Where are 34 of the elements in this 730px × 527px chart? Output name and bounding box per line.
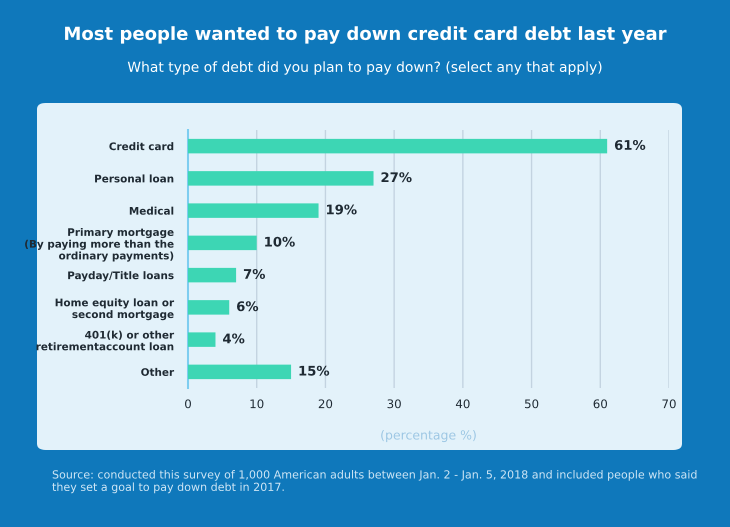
- data-label: 61%: [614, 140, 646, 150]
- y-tick-label: Personal loan: [95, 174, 174, 182]
- chart-subtitle: What type of debt did you plan to pay down? (select any that apply): [128, 61, 602, 75]
- bar: [188, 236, 257, 250]
- y-tick-label: Payday/Title loans: [68, 271, 174, 282]
- x-axis-title: (percentage %): [381, 430, 476, 442]
- chart-title: Most people wanted to pay down credit card debt last year: [65, 26, 667, 44]
- data-label: 6%: [236, 301, 258, 312]
- y-tick-label: Credit card: [109, 142, 174, 150]
- source-note: Source: conducted this survey of 1,000 American adults between Jan. 2 - Jan. 5, 2018 and included people who said they set a goal to pay down debt in 2017.: [52, 470, 696, 494]
- x-tick-label: 20: [318, 399, 332, 408]
- x-tick-label: 30: [388, 399, 401, 408]
- bar: [188, 171, 374, 186]
- data-label: 27%: [382, 172, 412, 182]
- data-label: 7%: [244, 268, 266, 279]
- bar: [188, 332, 216, 347]
- data-label: 10%: [265, 236, 295, 247]
- x-tick-label: 50: [524, 399, 538, 408]
- bar: [188, 300, 230, 315]
- y-tick-label: Medical: [130, 206, 174, 215]
- x-tick-label: 10: [250, 399, 264, 408]
- bar: [188, 203, 319, 218]
- x-tick-label: 60: [594, 399, 608, 408]
- data-label: 4%: [223, 333, 244, 344]
- x-tick-label: 70: [662, 399, 676, 408]
- bar: [188, 364, 292, 380]
- data-label: 15%: [300, 366, 330, 376]
- x-tick-label: 40: [456, 399, 470, 408]
- bar: [188, 268, 236, 282]
- y-tick-label: Other: [141, 368, 174, 376]
- y-tick-label: Home equity loan or second mortgage: [56, 298, 174, 320]
- bar: [188, 138, 608, 154]
- data-label: 19%: [326, 204, 357, 214]
- x-tick-label: 0: [185, 399, 191, 408]
